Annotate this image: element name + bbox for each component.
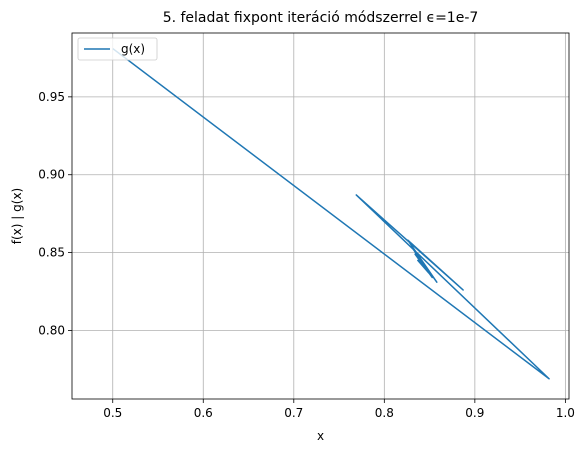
chart-title: 5. feladat fixpont iteráció módszerrel ϵ… <box>163 10 479 26</box>
legend-box <box>77 37 158 61</box>
x-tick-label: 0.7 <box>284 406 303 420</box>
y-tick-label: 0.80 <box>38 323 65 337</box>
series-layer <box>112 47 550 380</box>
y-tick-label: 0.90 <box>38 168 65 182</box>
legend-label: g(x) <box>121 42 145 56</box>
x-tick-label: 0.9 <box>465 406 484 420</box>
y-tick-label: 0.95 <box>38 90 65 104</box>
y-axis: 0.80 0.85 0.90 0.95 <box>38 90 72 337</box>
x-tick-label: 0.5 <box>103 406 122 420</box>
y-axis-label: f(x) | g(x) <box>10 188 24 244</box>
x-axis: 0.5 0.6 0.7 0.8 0.9 1.0 <box>103 399 575 420</box>
plot-area <box>72 33 569 399</box>
series-line-g <box>112 47 550 380</box>
x-tick-label: 0.6 <box>194 406 213 420</box>
legend: g(x) <box>77 37 158 61</box>
x-tick-label: 0.8 <box>375 406 394 420</box>
y-tick-label: 0.85 <box>38 246 65 260</box>
x-axis-label: x <box>317 429 324 443</box>
x-tick-label: 1.0 <box>556 406 575 420</box>
plot-frame <box>71 32 570 400</box>
